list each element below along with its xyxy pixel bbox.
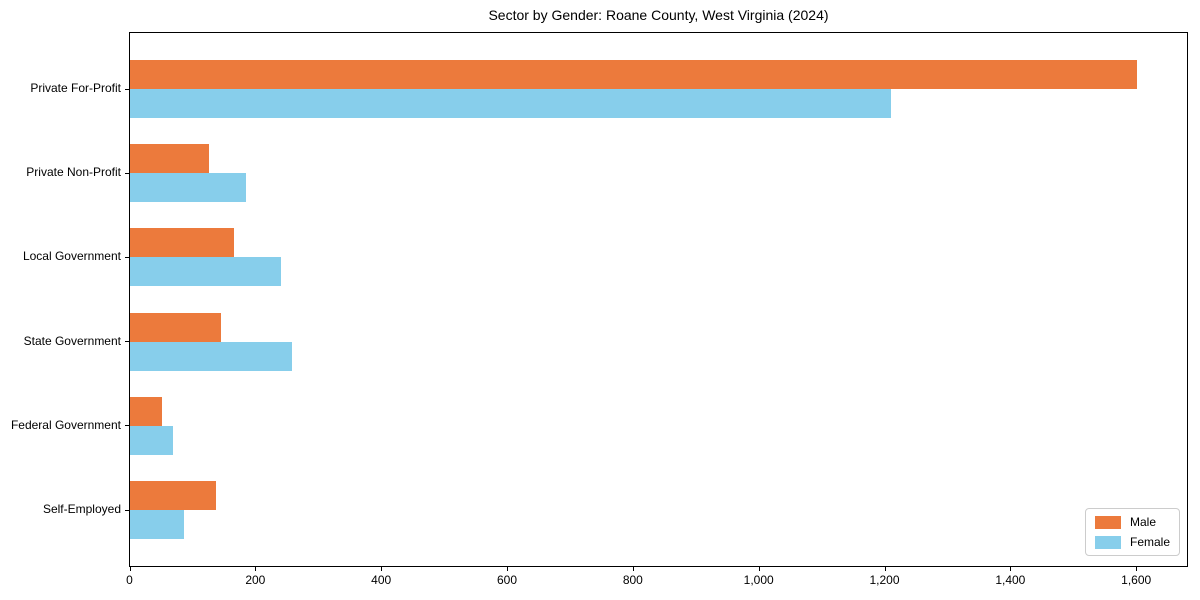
y-axis-label: Local Government	[22, 249, 121, 264]
x-axis-label: 400	[371, 573, 392, 587]
x-axis-tick	[255, 567, 257, 571]
bar-male-4	[130, 396, 162, 426]
y-axis-tick	[125, 341, 129, 343]
bar-female-1	[130, 173, 247, 203]
bar-female-2	[130, 257, 281, 287]
bar-male-3	[130, 312, 222, 342]
x-axis-label: 0	[126, 573, 133, 587]
y-axis-tick	[125, 88, 129, 90]
y-axis-tick	[125, 256, 129, 258]
bar-female-3	[130, 341, 293, 371]
bar-female-4	[130, 425, 173, 455]
x-axis-label: 1,600	[1121, 573, 1152, 587]
bar-male-5	[130, 481, 216, 510]
x-axis-label: 600	[496, 573, 518, 587]
y-axis-label: Private Non-Profit	[26, 165, 121, 180]
legend-swatch-female	[1094, 535, 1121, 549]
legend-item-male: Male	[1094, 515, 1170, 529]
bar-female-0	[130, 89, 892, 118]
x-axis-label: 1,000	[743, 573, 774, 587]
y-axis-label: Private For-Profit	[30, 81, 121, 95]
y-axis-label: State Government	[23, 333, 121, 348]
x-axis-tick	[884, 567, 886, 571]
y-axis-label: Federal Government	[10, 417, 121, 432]
plot-area: Male Female	[125, 32, 1188, 567]
x-axis-tick	[1136, 567, 1138, 571]
bar-female-5	[130, 510, 184, 539]
y-axis-tick	[125, 509, 129, 511]
legend-swatch-male	[1094, 515, 1121, 529]
bar-male-0	[130, 60, 1137, 89]
legend-label: Female	[1129, 535, 1170, 549]
x-axis-tick	[1010, 567, 1012, 571]
x-axis-label: 800	[622, 573, 643, 587]
x-axis-label: 200	[245, 573, 266, 587]
x-axis-label: 1,400	[995, 573, 1026, 587]
x-axis-tick	[381, 567, 383, 571]
bar-male-2	[130, 228, 234, 258]
x-axis-tick	[507, 567, 508, 571]
x-axis-label: 1,200	[869, 573, 900, 587]
chart-title: Sector by Gender: Roane County, West Vir…	[488, 7, 829, 23]
y-axis-tick	[125, 172, 129, 174]
legend: Male Female	[1084, 508, 1180, 556]
x-axis-tick	[632, 567, 634, 571]
y-axis-label: Self-Employed	[42, 502, 121, 516]
legend-label: Male	[1129, 515, 1156, 529]
x-axis-tick	[758, 567, 760, 571]
y-axis-tick	[125, 425, 129, 427]
legend-item-female: Female	[1094, 535, 1170, 549]
bar-male-1	[130, 144, 209, 174]
x-axis-tick	[129, 567, 131, 571]
